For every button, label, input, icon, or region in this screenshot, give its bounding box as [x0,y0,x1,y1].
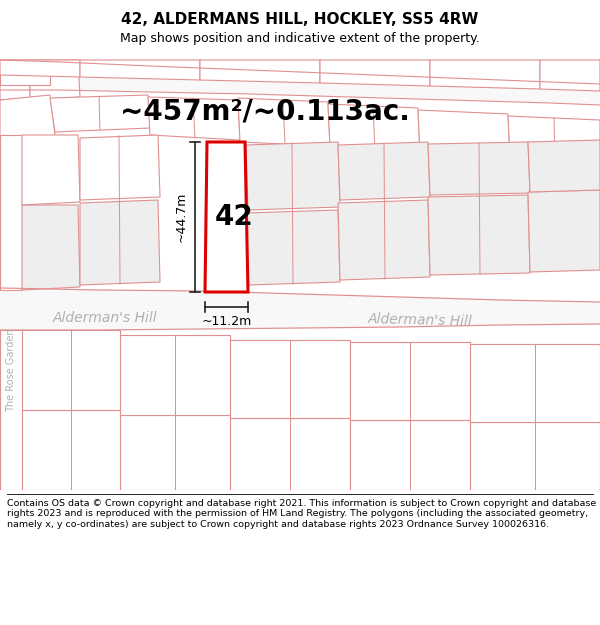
Polygon shape [0,60,600,105]
Text: Contains OS data © Crown copyright and database right 2021. This information is : Contains OS data © Crown copyright and d… [7,499,596,529]
Text: Map shows position and indicative extent of the property.: Map shows position and indicative extent… [120,32,480,45]
Polygon shape [30,60,80,100]
Polygon shape [508,116,600,164]
Polygon shape [0,288,600,330]
Polygon shape [230,418,350,490]
Polygon shape [22,135,80,205]
Polygon shape [430,60,540,89]
Polygon shape [0,60,50,85]
Polygon shape [470,422,600,490]
Polygon shape [418,110,510,158]
Polygon shape [22,205,80,290]
Polygon shape [50,95,150,132]
Polygon shape [238,98,330,146]
Text: ~44.7m: ~44.7m [175,192,188,242]
Polygon shape [428,195,530,275]
Polygon shape [350,420,470,490]
Polygon shape [200,60,320,83]
Polygon shape [120,335,230,415]
Text: ~11.2m: ~11.2m [202,315,251,328]
Polygon shape [22,330,120,410]
Polygon shape [80,200,160,285]
Polygon shape [428,142,530,195]
Polygon shape [0,60,80,77]
Polygon shape [528,190,600,272]
Polygon shape [80,135,160,200]
Polygon shape [0,135,22,290]
Polygon shape [80,60,200,80]
Polygon shape [246,210,340,285]
Polygon shape [0,95,55,150]
Polygon shape [320,60,430,86]
Polygon shape [246,142,340,210]
Text: 42: 42 [215,203,253,231]
Polygon shape [338,142,430,200]
Polygon shape [0,60,30,100]
Polygon shape [230,340,350,418]
Polygon shape [350,342,470,420]
Polygon shape [22,410,120,490]
Text: Alderman's Hill: Alderman's Hill [53,311,157,325]
Polygon shape [540,60,600,91]
Polygon shape [205,142,248,292]
Text: ~457m²/~0.113ac.: ~457m²/~0.113ac. [120,98,410,126]
Polygon shape [328,104,420,152]
Polygon shape [148,97,240,140]
Text: 42, ALDERMANS HILL, HOCKLEY, SS5 4RW: 42, ALDERMANS HILL, HOCKLEY, SS5 4RW [121,12,479,27]
Text: The Rose Garden: The Rose Garden [6,328,16,412]
Polygon shape [338,200,430,280]
Text: Alderman's Hill: Alderman's Hill [368,312,472,328]
Polygon shape [470,344,600,422]
Polygon shape [0,330,22,490]
Polygon shape [528,140,600,192]
Polygon shape [120,415,230,490]
